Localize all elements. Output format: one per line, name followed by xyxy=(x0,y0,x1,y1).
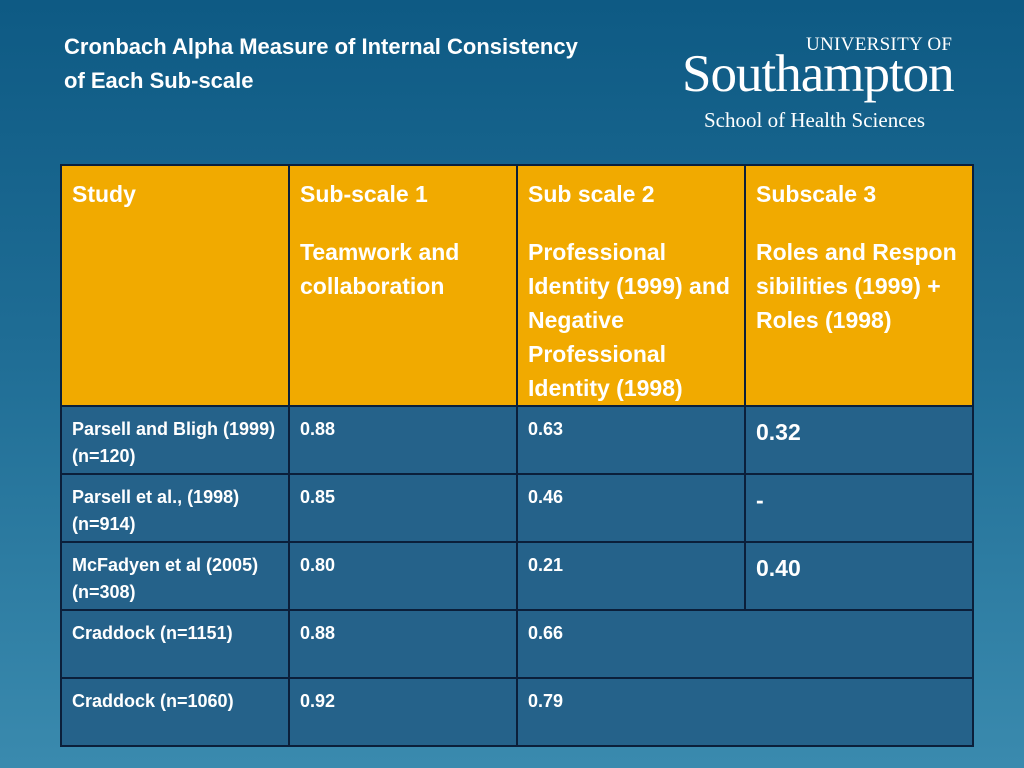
header-subscale-3-description: Roles and Responsibilities (1999) + Role… xyxy=(756,239,957,333)
cell-subscale-3: 0.40 xyxy=(744,541,974,611)
cell-study: Parsell et al., (1998) (n=914) xyxy=(60,473,290,543)
cell-subscale-2: 0.63 xyxy=(516,405,746,475)
header-subscale-3-label: Subscale 3 xyxy=(756,181,877,207)
header-subscale-2: Sub scale 2 Professional Identity (1999)… xyxy=(516,164,746,407)
cell-subscale-1: 0.85 xyxy=(288,473,518,543)
cell-subscale-2-3-merged: 0.66 xyxy=(516,609,974,679)
cell-study: McFadyen et al (2005) (n=308) xyxy=(60,541,290,611)
table-row: McFadyen et al (2005) (n=308) 0.80 0.21 … xyxy=(60,541,974,611)
cell-subscale-2: 0.46 xyxy=(516,473,746,543)
cell-study: Craddock (n=1060) xyxy=(60,677,290,747)
cell-subscale-3: - xyxy=(744,473,974,543)
slide-title: Cronbach Alpha Measure of Internal Consi… xyxy=(64,34,578,93)
header-subscale-3: Subscale 3 Roles and Responsibilities (1… xyxy=(744,164,974,407)
header-subscale-2-description: Professional Identity (1999) and Negativ… xyxy=(528,239,730,401)
cell-study: Parsell and Bligh (1999) (n=120) xyxy=(60,405,290,475)
cell-subscale-1: 0.88 xyxy=(288,405,518,475)
header-study-label: Study xyxy=(72,181,136,207)
cell-subscale-3: 0.32 xyxy=(744,405,974,475)
header-subscale-2-label: Sub scale 2 xyxy=(528,181,655,207)
table-row: Craddock (n=1151) 0.88 0.66 xyxy=(60,609,974,679)
header-subscale-1: Sub-scale 1 Teamwork and collaboration xyxy=(288,164,518,407)
header-study: Study xyxy=(60,164,290,407)
cell-subscale-1: 0.80 xyxy=(288,541,518,611)
logo-southampton: Southampton xyxy=(682,45,955,103)
cell-subscale-1: 0.88 xyxy=(288,609,518,679)
university-logo: UNIVERSITY OF Southampton School of Heal… xyxy=(682,34,1002,134)
cell-subscale-2-3-merged: 0.79 xyxy=(516,677,974,747)
cell-subscale-2: 0.21 xyxy=(516,541,746,611)
cell-subscale-1: 0.92 xyxy=(288,677,518,747)
cronbach-alpha-table: Study Sub-scale 1 Teamwork and collabora… xyxy=(60,164,974,747)
cell-study: Craddock (n=1151) xyxy=(60,609,290,679)
table-header-row: Study Sub-scale 1 Teamwork and collabora… xyxy=(60,164,974,407)
table-row: Parsell and Bligh (1999) (n=120) 0.88 0.… xyxy=(60,405,974,475)
header-subscale-1-label: Sub-scale 1 xyxy=(300,181,428,207)
header-subscale-1-description: Teamwork and collaboration xyxy=(300,239,460,299)
logo-university-of: UNIVERSITY OF xyxy=(806,34,953,55)
table-row: Parsell et al., (1998) (n=914) 0.85 0.46… xyxy=(60,473,974,543)
table-row: Craddock (n=1060) 0.92 0.79 xyxy=(60,677,974,747)
logo-school-name: School of Health Sciences xyxy=(704,108,926,132)
